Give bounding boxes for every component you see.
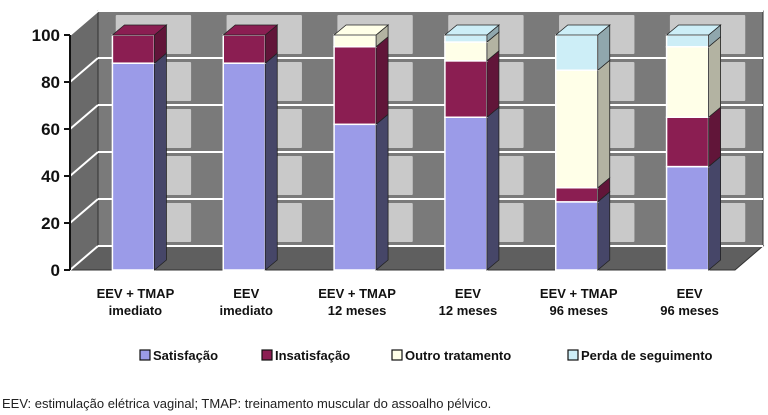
bar-side (375, 113, 389, 271)
y-tick-label: 0 (51, 261, 60, 280)
bar-front (555, 201, 599, 271)
side-wall (69, 9, 99, 272)
bar-side (597, 190, 611, 271)
bar-top (222, 24, 279, 36)
gridline-side (69, 198, 99, 224)
bar-segment (444, 24, 500, 43)
bar-front (444, 116, 488, 271)
bar-side (375, 35, 389, 126)
floor (68, 245, 765, 271)
bar-top (554, 24, 611, 36)
legend-swatch (567, 349, 579, 361)
x-tick-label: imediato (109, 303, 163, 318)
legend-swatch (391, 349, 403, 361)
bar-segment (555, 59, 611, 189)
back-wall (97, 10, 764, 247)
x-tick-label: EEV (455, 286, 481, 301)
bar-top (665, 24, 722, 36)
bar-front (665, 165, 710, 271)
bar-front (665, 116, 710, 168)
gridline-side (69, 104, 99, 130)
bar-front (111, 62, 156, 271)
bar-segment (111, 24, 167, 65)
bar-top (443, 24, 501, 36)
x-tick-label: imediato (220, 303, 274, 318)
bar-top (111, 24, 168, 36)
figure-caption: EEV: estimulação elétrica vaginal; TMAP:… (2, 396, 492, 411)
gridline-side (69, 10, 99, 36)
bar-segment (111, 52, 167, 271)
bar-front (665, 34, 710, 48)
legend: Satisfação Insatisfação Outro tratamento Pe… (139, 348, 713, 363)
legend-swatch (139, 349, 151, 361)
bar-segment (555, 190, 611, 271)
gridline-side (69, 151, 99, 177)
bar-front (333, 46, 377, 126)
bar-side (154, 52, 167, 271)
y-tick-label: 60 (41, 120, 60, 139)
x-tick-label: 96 meses (549, 303, 608, 318)
legend-label: Insatisfação (275, 348, 350, 363)
bar-segment (333, 113, 389, 271)
legend-label: Satisfação (153, 348, 218, 363)
gridline-side (69, 57, 99, 83)
bar-front (222, 34, 266, 64)
bar-front (555, 187, 599, 203)
y-tick-label: 80 (41, 73, 60, 92)
bar-front (555, 69, 599, 189)
bar-segment (444, 49, 500, 119)
bar-front (111, 34, 156, 64)
bar-front (222, 62, 266, 271)
bar-front (555, 34, 599, 71)
bar-front (444, 60, 488, 118)
bar-top (332, 24, 390, 36)
bar-segment (222, 24, 278, 65)
bar-side (264, 52, 278, 271)
bar-segment (444, 106, 500, 271)
bar-front (333, 123, 377, 271)
y-tick-label: 20 (41, 214, 60, 233)
legend-label: Perda de seguimento (581, 348, 713, 363)
bar-side (597, 59, 611, 189)
x-tick-label: EEV (677, 286, 703, 301)
x-tick-label: EEV + TMAP (97, 286, 175, 301)
bars (111, 24, 722, 271)
chart-walls (68, 9, 765, 272)
bar-side (486, 106, 500, 271)
x-tick-label: 96 meses (660, 303, 719, 318)
bar-front (665, 46, 710, 118)
x-tick-label: EEV + TMAP (540, 286, 618, 301)
x-tick-label: 12 meses (439, 303, 498, 318)
gridline-side (69, 245, 99, 271)
bar-front (444, 34, 488, 43)
x-axis-labels: EEV + TMAP imediato EEV imediato EEV + TMAP 1… (97, 286, 719, 318)
x-tick-label: EEV + TMAP (318, 286, 396, 301)
stacked-bar-chart: 0 20 40 60 80 100 EEV + TMAP imediato EEV imedia… (32, 9, 765, 363)
legend-label: Outro tratamento (405, 348, 511, 363)
x-tick-label: EEV (233, 286, 259, 301)
bar-segment (665, 35, 721, 119)
y-tick-label: 100 (32, 26, 60, 45)
bar-segment (333, 35, 389, 126)
x-tick-label: 12 meses (328, 303, 387, 318)
bar-front (444, 41, 488, 62)
bar-side (708, 155, 721, 271)
legend-swatch (261, 349, 273, 361)
bar-segment (222, 52, 278, 271)
bar-side (708, 35, 721, 119)
bar-side (486, 49, 500, 119)
bar-segment (665, 155, 721, 271)
y-tick-label: 40 (41, 167, 60, 186)
bar-front (333, 34, 377, 48)
y-axis: 0 20 40 60 80 100 (32, 26, 71, 280)
